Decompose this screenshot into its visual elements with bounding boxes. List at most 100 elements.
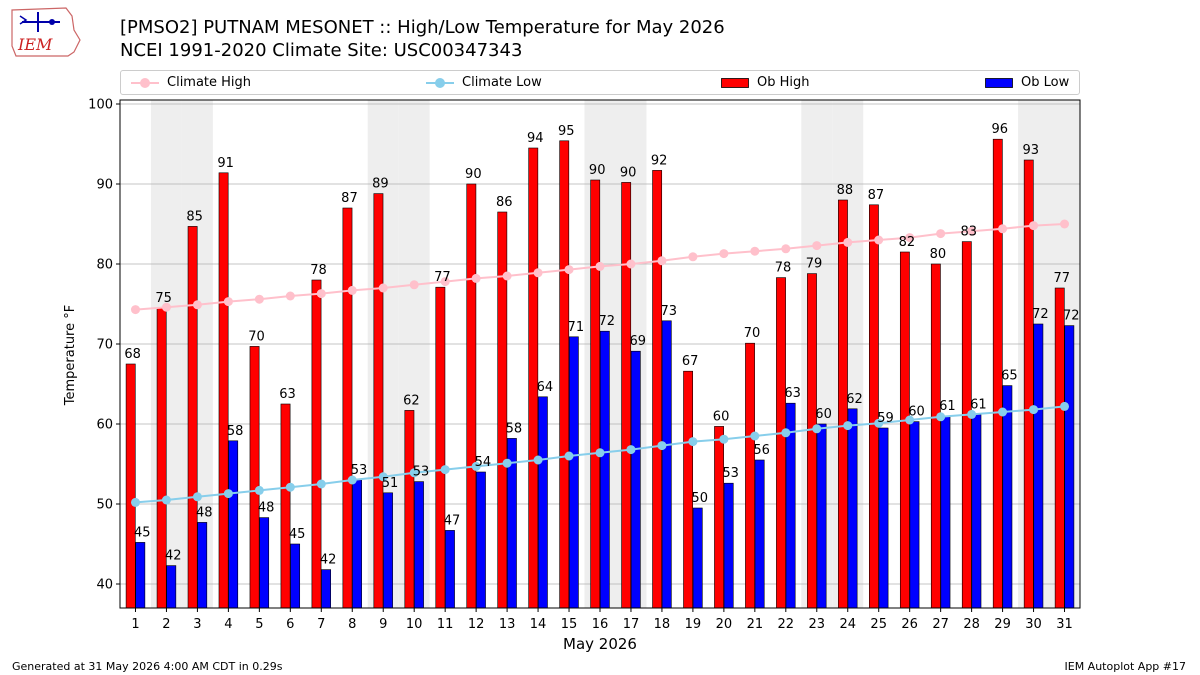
- climate-low-point: [657, 441, 667, 451]
- ob-low-value-label: 47: [444, 513, 461, 528]
- climate-high-point: [936, 229, 946, 239]
- x-tick-label: 9: [379, 617, 387, 632]
- y-tick-label: 90: [96, 178, 113, 193]
- ob-low-value-label: 73: [660, 304, 677, 319]
- ob-high-value-label: 70: [744, 326, 761, 341]
- x-tick-label: 7: [317, 617, 325, 632]
- autoplot-app-label: IEM Autoplot App #17: [1064, 660, 1187, 673]
- ob-high-value-label: 67: [682, 354, 699, 369]
- ob-low-value-label: 42: [165, 549, 182, 564]
- x-tick-label: 26: [901, 617, 918, 632]
- ob-low-bar: [692, 507, 703, 609]
- x-tick-label: 2: [162, 617, 170, 632]
- climate-high-point: [719, 249, 729, 259]
- legend-line-marker-icon: [131, 77, 159, 88]
- ob-high-bar: [404, 410, 415, 609]
- x-tick-label: 13: [499, 617, 516, 632]
- climate-low-point: [1029, 405, 1039, 415]
- climate-low-point: [471, 461, 481, 471]
- ob-low-value-label: 62: [846, 392, 863, 407]
- climate-high-point: [440, 277, 450, 287]
- x-tick-label: 14: [530, 617, 547, 632]
- ob-high-value-label: 77: [1053, 271, 1070, 286]
- x-tick-label: 30: [1025, 617, 1042, 632]
- ob-low-value-label: 48: [196, 505, 213, 520]
- ob-high-value-label: 86: [496, 195, 513, 210]
- legend-label: Climate Low: [462, 75, 542, 90]
- climate-low-point: [626, 445, 636, 455]
- ob-low-value-label: 72: [1032, 307, 1049, 322]
- ob-low-bar: [847, 408, 858, 609]
- ob-low-value-label: 45: [289, 527, 306, 542]
- ob-high-bar: [683, 370, 694, 609]
- climate-low-point: [161, 495, 171, 505]
- climate-high-point: [285, 291, 295, 301]
- ob-low-value-label: 64: [537, 380, 554, 395]
- ob-high-value-label: 79: [806, 257, 823, 272]
- ob-high-value-label: 82: [899, 235, 916, 250]
- climate-low-point: [905, 415, 915, 425]
- ob-low-bar: [352, 479, 362, 609]
- ob-high-value-label: 91: [217, 156, 234, 171]
- climate-low-point: [502, 458, 512, 468]
- climate-low-point: [564, 451, 574, 461]
- climate-high-point: [688, 252, 698, 262]
- ob-low-value-label: 58: [506, 421, 523, 436]
- climate-high-point: [254, 294, 264, 304]
- ob-high-value-label: 94: [527, 131, 544, 146]
- ob-low-value-label: 53: [413, 465, 430, 480]
- ob-low-bar: [259, 517, 270, 609]
- ob-high-bar: [930, 263, 941, 609]
- ob-low-value-label: 71: [568, 320, 585, 335]
- legend-item-climate-high: Climate High: [131, 71, 251, 94]
- ob-low-bar: [228, 440, 239, 609]
- ob-low-value-label: 72: [1063, 309, 1080, 324]
- ob-low-value-label: 63: [784, 386, 801, 401]
- ob-high-value-label: 80: [930, 247, 947, 262]
- ob-high-value-label: 88: [837, 183, 854, 198]
- climate-low-point: [192, 492, 202, 502]
- ob-low-bar: [1064, 325, 1075, 609]
- ob-low-bar: [321, 569, 331, 609]
- climate-high-point: [223, 297, 233, 307]
- ob-high-value-label: 87: [868, 188, 885, 203]
- ob-low-value-label: 61: [970, 397, 987, 412]
- x-tick-label: 6: [286, 617, 294, 632]
- y-tick-label: 70: [96, 338, 113, 353]
- ob-low-bar: [197, 522, 208, 609]
- climate-high-point: [378, 283, 388, 293]
- climate-low-point: [254, 485, 264, 495]
- ob-low-bar: [971, 414, 982, 609]
- x-tick-label: 23: [809, 617, 826, 632]
- climate-high-point: [347, 285, 357, 295]
- ob-low-bar: [723, 482, 734, 609]
- ob-low-value-label: 72: [599, 314, 616, 329]
- x-tick-label: 5: [255, 617, 263, 632]
- ob-low-value-label: 59: [877, 411, 894, 426]
- climate-low-point: [750, 431, 760, 441]
- x-tick-label: 24: [839, 617, 856, 632]
- iem-logo: IEM: [8, 6, 82, 62]
- x-tick-label: 3: [193, 617, 201, 632]
- climate-high-point: [192, 300, 202, 310]
- climate-high-point: [812, 241, 822, 251]
- climate-low-point: [316, 479, 326, 489]
- ob-high-bar: [590, 179, 601, 609]
- ob-high-value-label: 92: [651, 153, 668, 168]
- ob-low-bar: [661, 320, 672, 609]
- ob-high-bar: [373, 193, 384, 609]
- ob-high-bar: [621, 182, 632, 609]
- y-tick-label: 100: [88, 98, 113, 113]
- x-axis-title: May 2026: [563, 635, 637, 653]
- ob-high-bar: [342, 207, 353, 609]
- ob-high-value-label: 87: [341, 191, 358, 206]
- ob-high-bar: [280, 403, 291, 609]
- ob-high-bar: [466, 183, 477, 609]
- legend-label: Ob Low: [1021, 75, 1070, 90]
- x-tick-label: 27: [932, 617, 949, 632]
- x-tick-label: 1: [131, 617, 139, 632]
- ob-high-value-label: 96: [992, 122, 1009, 137]
- climate-low-point: [378, 472, 388, 482]
- climate-high-point: [781, 244, 791, 254]
